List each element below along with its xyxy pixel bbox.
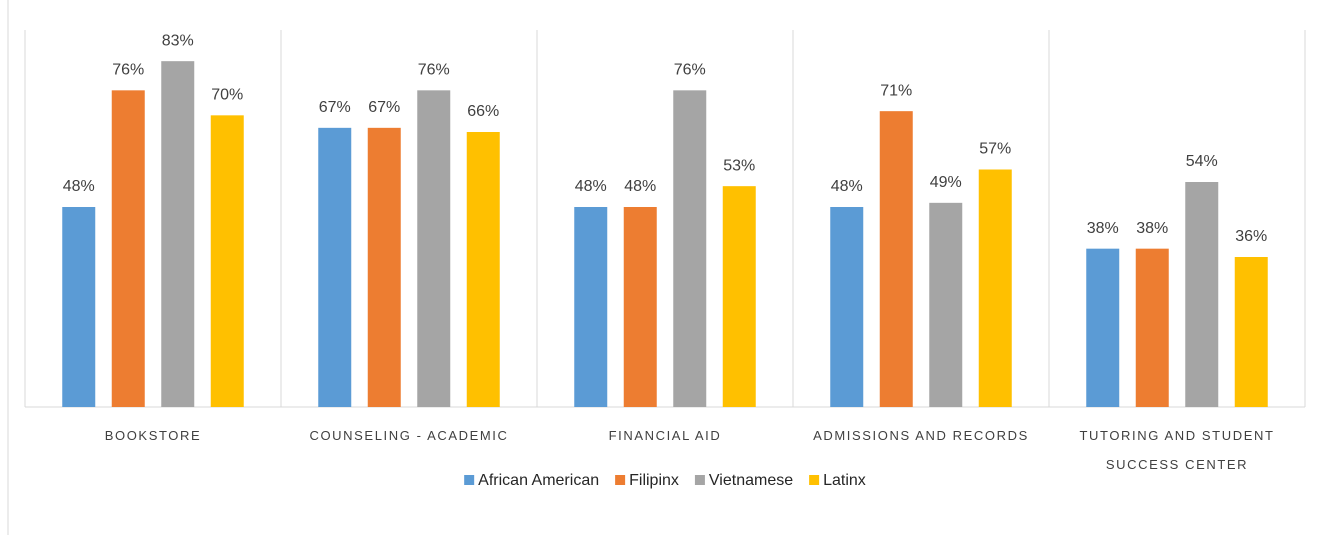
data-label: 48% [831, 178, 863, 195]
bar [574, 207, 608, 407]
legend-label: African American [478, 472, 599, 489]
x-tick-label: COUNSELING - ACADEMIC [309, 428, 509, 443]
bar [210, 115, 244, 407]
data-label: 54% [1186, 153, 1218, 170]
data-label: 66% [467, 103, 499, 120]
data-label: 38% [1136, 220, 1168, 237]
data-label: 38% [1087, 220, 1119, 237]
x-tick-label: FINANCIAL AID [608, 428, 722, 443]
bar [673, 90, 707, 407]
data-label: 48% [575, 178, 607, 195]
legend-label: Vietnamese [709, 472, 793, 489]
data-label: 70% [211, 87, 243, 104]
bar [623, 207, 657, 407]
bar [417, 90, 451, 407]
legend-swatch [809, 475, 820, 485]
bar [62, 207, 96, 407]
data-label: 67% [368, 99, 400, 116]
x-tick-label: BOOKSTORE [104, 428, 202, 443]
x-tick-label: ADMISSIONS AND RECORDS [813, 428, 1029, 443]
bar [830, 207, 864, 407]
bar [318, 127, 352, 407]
data-label: 76% [418, 62, 450, 79]
bar [879, 111, 913, 408]
bar [161, 61, 195, 408]
data-label: 71% [880, 82, 912, 99]
data-label: 48% [624, 178, 656, 195]
bar [1086, 248, 1120, 407]
data-label: 53% [723, 157, 755, 174]
data-label: 57% [979, 141, 1011, 158]
data-label: 76% [674, 62, 706, 79]
data-label: 76% [112, 62, 144, 79]
bar [466, 132, 500, 407]
legend-label: Latinx [823, 472, 866, 489]
data-label: 83% [162, 32, 194, 49]
data-label: 67% [319, 99, 351, 116]
data-label: 48% [63, 178, 95, 195]
legend-swatch [694, 475, 705, 485]
bar [111, 90, 145, 407]
legend-swatch [464, 475, 475, 485]
bar [929, 202, 963, 407]
bar [367, 127, 401, 407]
data-label: 49% [930, 174, 962, 191]
data-label: 36% [1235, 228, 1267, 245]
bar [1135, 248, 1169, 407]
bar [978, 169, 1012, 407]
x-tick-label: TUTORING AND STUDENT SUCCESS CENTER [1079, 428, 1275, 472]
bar [1185, 182, 1219, 407]
legend-swatch [615, 475, 626, 485]
bar [722, 186, 756, 407]
legend-label: Filipinx [629, 472, 679, 489]
bar [1234, 257, 1268, 407]
